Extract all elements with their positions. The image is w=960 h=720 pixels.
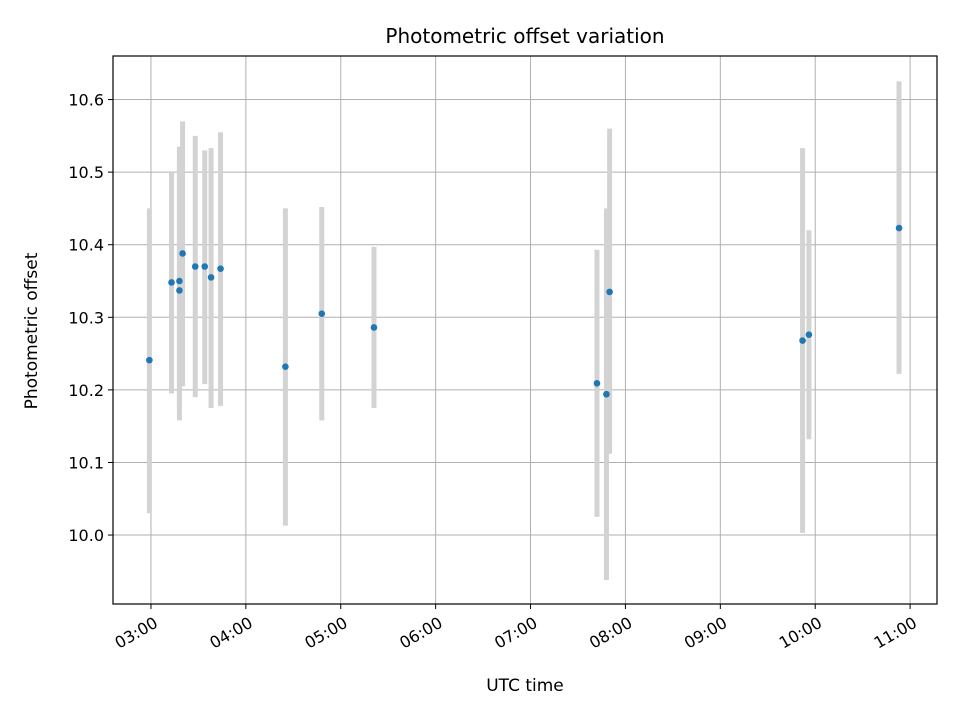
y-tick-label: 10.3 bbox=[68, 308, 104, 327]
data-point bbox=[895, 224, 903, 232]
x-axis-label: UTC time bbox=[486, 676, 564, 696]
data-point bbox=[318, 310, 326, 317]
data-point bbox=[176, 277, 183, 285]
data-point bbox=[207, 274, 215, 281]
y-tick-label: 10.1 bbox=[68, 453, 104, 472]
data-point bbox=[593, 380, 601, 387]
data-point bbox=[805, 331, 813, 339]
y-tick-label: 10.5 bbox=[68, 163, 104, 182]
data-point bbox=[176, 287, 183, 294]
data-point bbox=[217, 265, 224, 272]
y-axis-ticks: 10.0 10.1 10.2 10.3 10.4 10.5 10.6 bbox=[68, 91, 113, 545]
data-point bbox=[146, 356, 153, 364]
plot-frame bbox=[112, 55, 938, 605]
y-tick-label: 10.2 bbox=[68, 381, 104, 400]
grid-lines bbox=[113, 56, 937, 604]
data-point bbox=[606, 288, 613, 296]
chart-title: Photometric offset variation bbox=[385, 24, 664, 48]
data-points bbox=[146, 224, 903, 398]
data-point bbox=[282, 363, 289, 370]
data-point bbox=[370, 324, 378, 331]
data-point bbox=[201, 263, 209, 270]
y-tick-label: 10.0 bbox=[68, 526, 104, 545]
data-point bbox=[179, 250, 186, 257]
y-tick-label: 10.6 bbox=[68, 91, 104, 110]
y-tick-label: 10.4 bbox=[68, 236, 104, 255]
data-point bbox=[799, 337, 806, 344]
y-axis-label: Photometric offset bbox=[22, 252, 42, 409]
data-point bbox=[191, 263, 199, 270]
data-point bbox=[168, 279, 175, 286]
data-point bbox=[603, 390, 610, 398]
